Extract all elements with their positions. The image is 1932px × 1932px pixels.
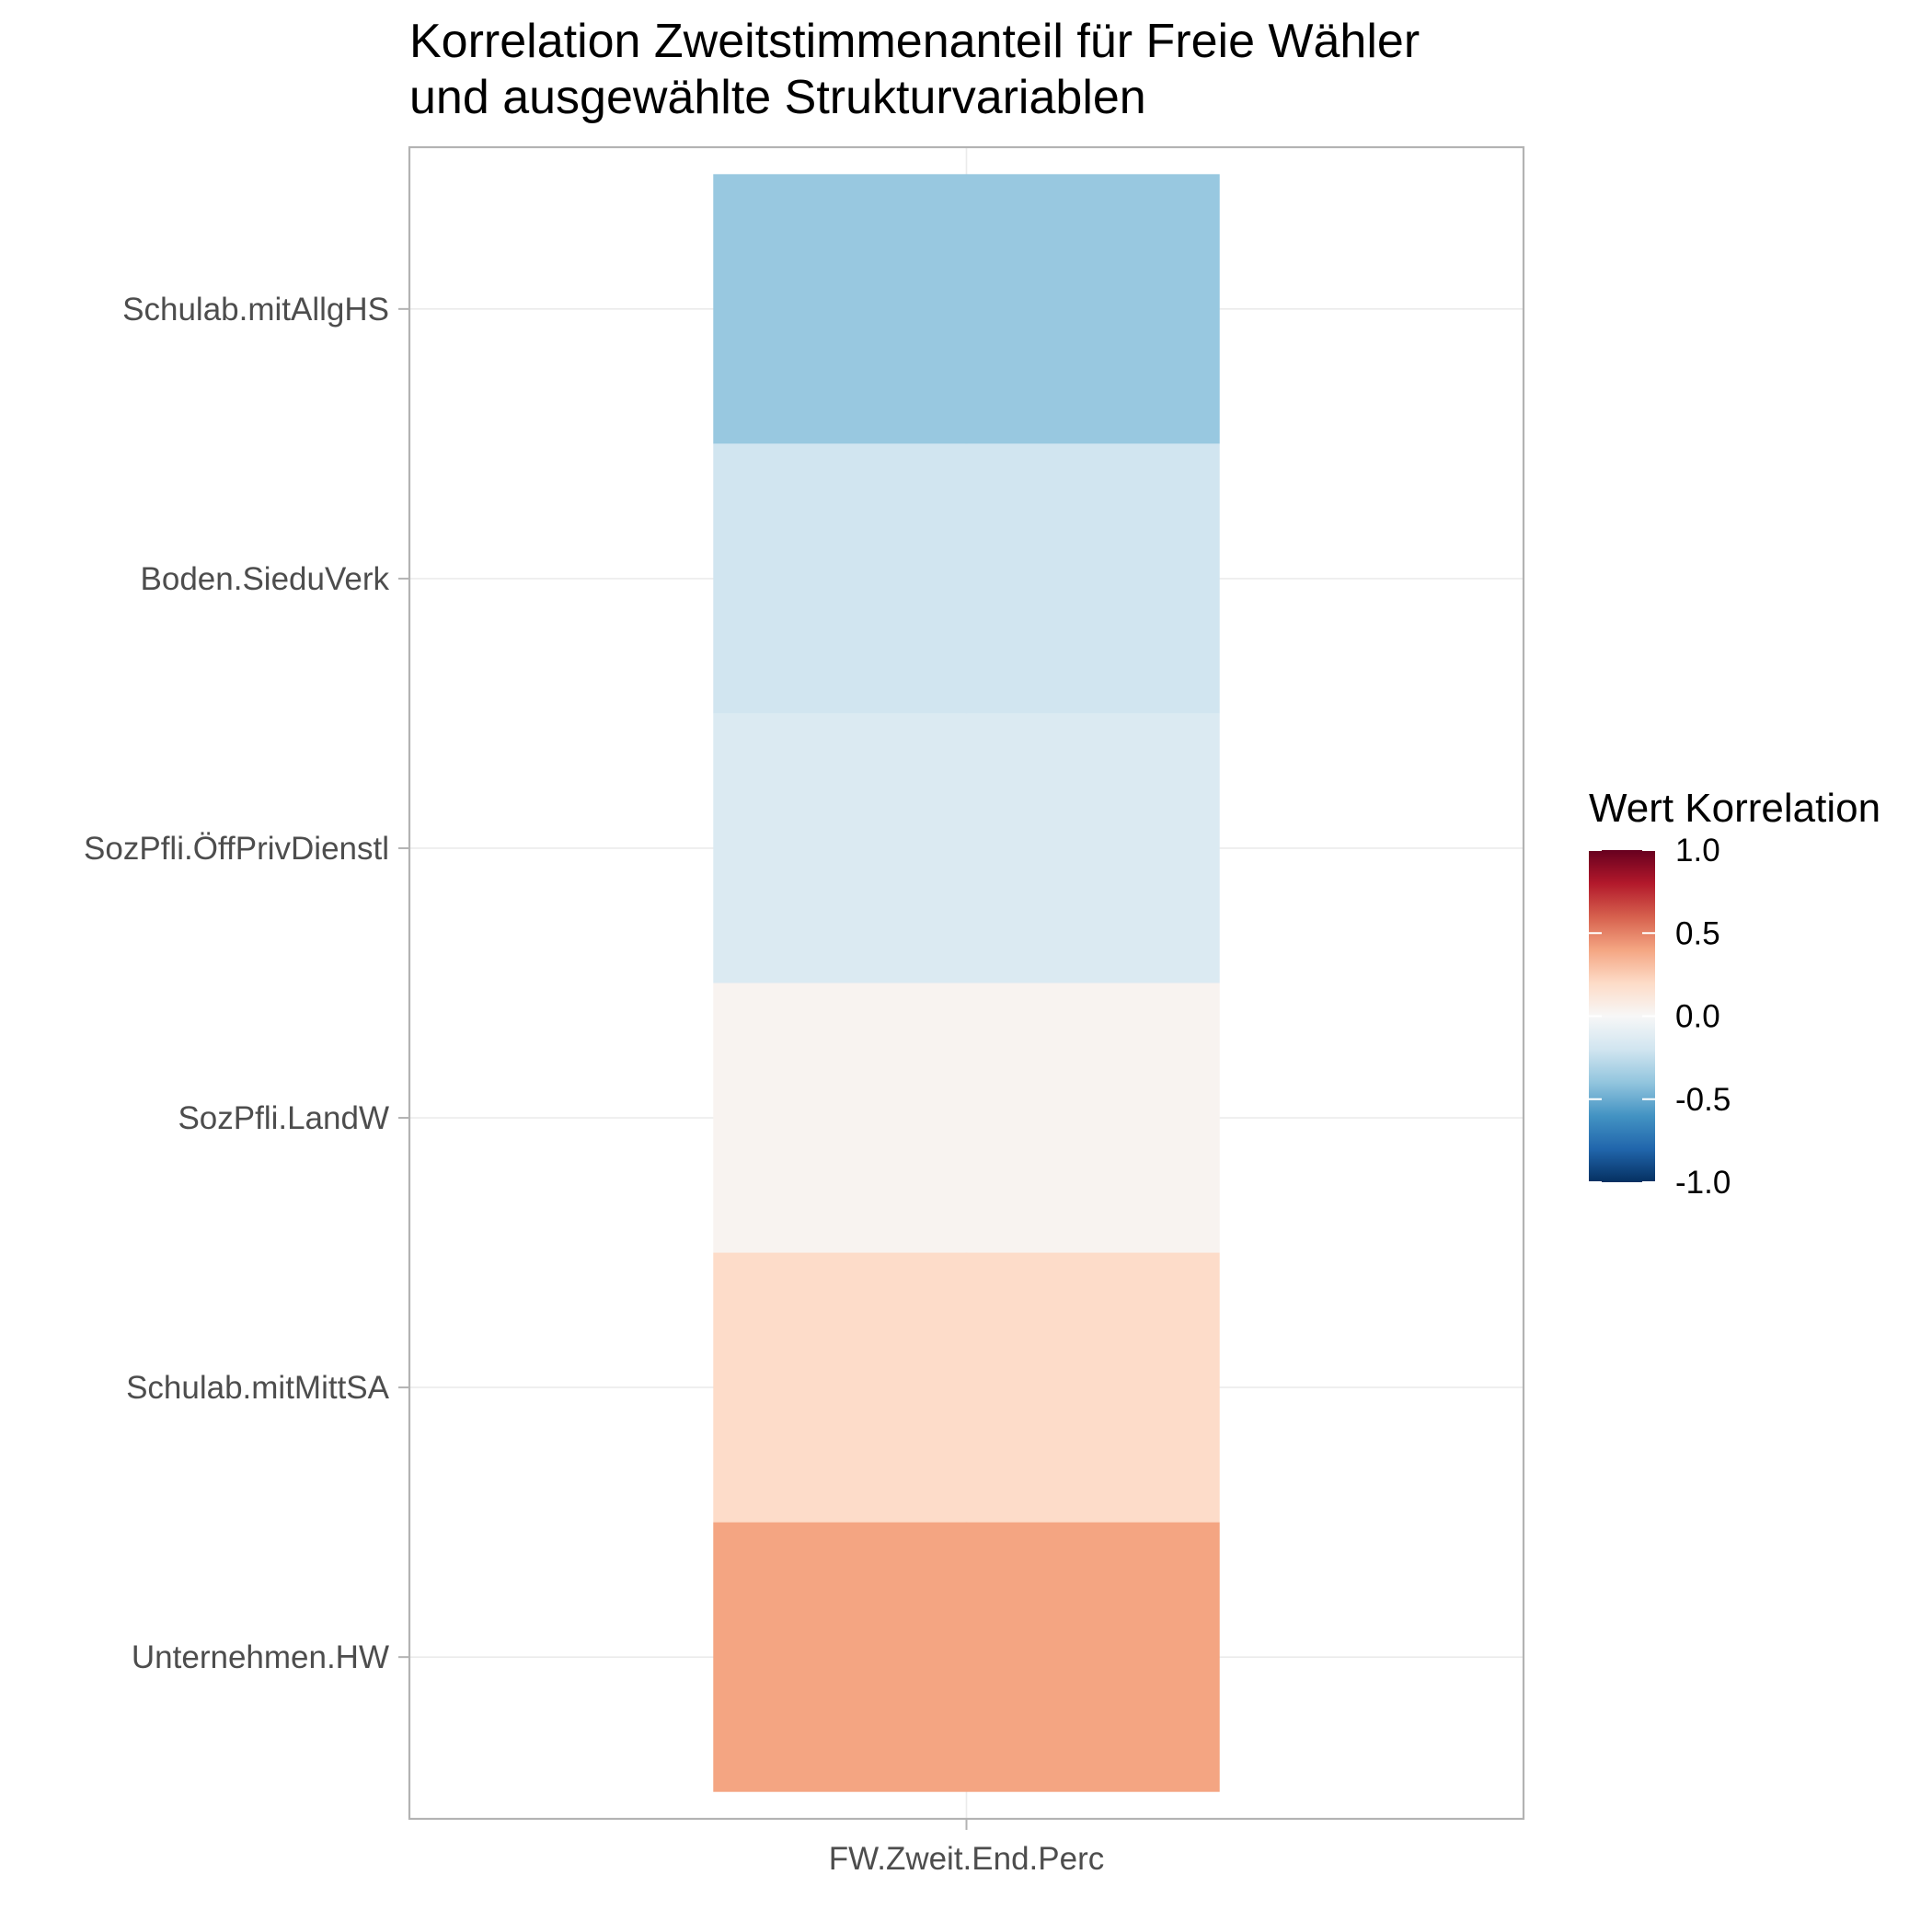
heatmap-tile — [713, 1522, 1220, 1792]
plot-panel: Schulab.mitAllgHS Boden.SieduVerk SozPfli.… — [84, 145, 1525, 1877]
heatmap-tile — [713, 1252, 1220, 1523]
heatmap-tile — [713, 443, 1220, 714]
y-tick-label: SozPfli.ÖffPrivDienstl — [84, 831, 389, 867]
legend-tick-label: 1.0 — [1675, 833, 1720, 868]
x-tick-label: FW.Zweit.End.Perc — [829, 1841, 1105, 1877]
y-tick-label: Schulab.mitAllgHS — [122, 292, 389, 328]
y-tick-label: Schulab.mitMittSA — [126, 1370, 390, 1406]
y-tick-label: Unternehmen.HW — [132, 1639, 389, 1675]
y-tick-label: Boden.SieduVerk — [141, 561, 390, 597]
chart-title-line-1: Korrelation Zweitstimmenanteil für Freie… — [409, 15, 1420, 68]
legend-title: Wert Korrelation — [1589, 786, 1880, 831]
color-legend: Wert Korrelation 1.0 0.5 0.0 -0.5 -1.0 — [1589, 786, 1880, 1201]
chart-title-line-2: und ausgewählte Strukturvariablen — [409, 71, 1146, 124]
heatmap-tile — [713, 983, 1220, 1253]
legend-tick-label: 0.0 — [1675, 999, 1720, 1035]
legend-tick-label: -0.5 — [1675, 1082, 1731, 1118]
legend-tick-label: 0.5 — [1675, 915, 1720, 951]
y-tick-label: SozPfli.LandW — [178, 1100, 389, 1136]
heatmap-tile — [713, 174, 1220, 444]
legend-tick-label: -1.0 — [1675, 1165, 1731, 1201]
heatmap-tile — [713, 713, 1220, 983]
